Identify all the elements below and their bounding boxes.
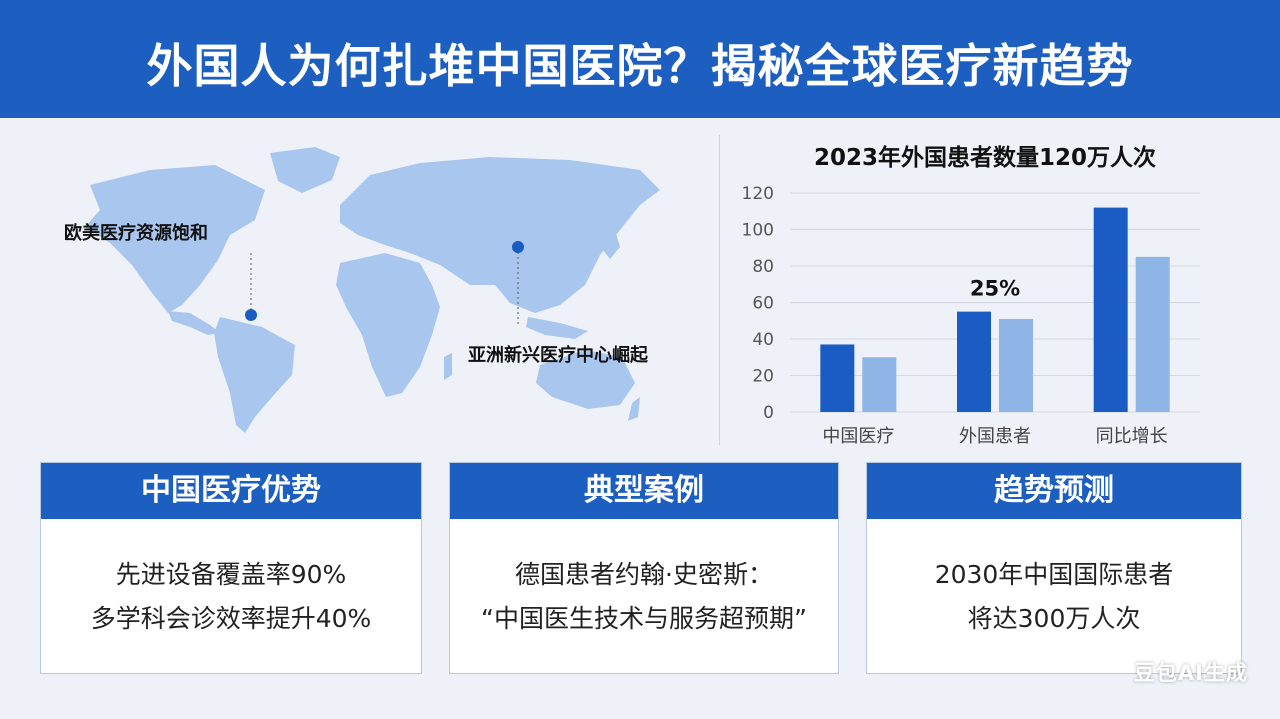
bar-series-1: [1093, 207, 1128, 412]
card-text-line: “中国医生技术与服务超预期”: [481, 604, 807, 633]
section-divider: [719, 135, 720, 445]
page-title: 外国人为何扎堆中国医院？揭秘全球医疗新趋势: [146, 39, 1134, 93]
y-tick-label: 60: [752, 294, 774, 314]
card-text-line: 2030年中国国际患者: [934, 560, 1174, 589]
bar-series-2: [862, 357, 897, 412]
x-tick-label: 中国医疗: [822, 426, 894, 447]
bar-annotation-label: 25%: [970, 277, 1020, 301]
chart-title: 2023年外国患者数量120万人次: [813, 145, 1157, 171]
card-china-advantages: 中国医疗优势 先进设备覆盖率90% 多学科会诊效率提升40%: [40, 462, 422, 674]
card-text-line: 先进设备覆盖率90%: [115, 560, 347, 589]
card-text-line: 多学科会诊效率提升40%: [90, 604, 372, 633]
chart-plot: 0 20 40 60 80 100 120 中国医疗 外国患者 同比增长 25%: [742, 184, 1200, 447]
card-title: 典型案例: [450, 463, 838, 519]
north-america-shape: [85, 165, 265, 313]
card-text-line: 将达300万人次: [967, 604, 1141, 633]
y-tick-label: 40: [752, 330, 774, 350]
y-tick-label: 0: [763, 403, 774, 423]
card-title: 趋势预测: [867, 463, 1241, 519]
greenland-shape: [270, 147, 340, 193]
eurasia-shape: [340, 157, 660, 313]
bar-series-2: [1135, 256, 1170, 412]
australia-shape: [536, 350, 635, 409]
madagascar-shape: [444, 353, 452, 380]
card-text-line: 德国患者约翰·史密斯：: [515, 560, 773, 589]
card-trend-forecast: 趋势预测 2030年中国国际患者 将达300万人次: [866, 462, 1242, 674]
southeast-asia-islands-shape: [526, 317, 588, 339]
china-location-dot: [512, 241, 524, 253]
map-label-west: 欧美医疗资源饱和: [64, 223, 208, 244]
y-tick-label: 80: [752, 257, 774, 277]
bar-series-1: [957, 311, 991, 412]
new-zealand-shape: [628, 397, 640, 421]
bar-series-1: [820, 344, 855, 412]
patient-bar-chart: 2023年外国患者数量120万人次 0 20 40 60 80 100 120 中国医疗 外国患…: [725, 130, 1245, 460]
africa-shape: [336, 253, 440, 397]
x-tick-label: 外国患者: [959, 426, 1031, 447]
world-map: 欧美医疗资源饱和 亚洲新兴医疗中心崛起: [40, 135, 720, 435]
bar-series-2: [999, 318, 1033, 412]
japan-shape: [602, 227, 620, 259]
central-america-shape: [168, 311, 220, 335]
card-typical-case: 典型案例 德国患者约翰·史密斯： “中国医生技术与服务超预期”: [449, 462, 839, 674]
ai-watermark: 豆包AI生成: [1133, 661, 1248, 685]
map-label-asia: 亚洲新兴医疗中心崛起: [468, 345, 648, 366]
title-banner: 外国人为何扎堆中国医院？揭秘全球医疗新趋势: [0, 0, 1280, 118]
x-tick-label: 同比增长: [1096, 426, 1168, 447]
y-tick-label: 100: [742, 221, 774, 241]
south-america-shape: [214, 317, 295, 433]
card-title: 中国医疗优势: [41, 463, 421, 519]
world-map-graphic: [85, 147, 660, 433]
americas-location-dot: [245, 309, 257, 321]
y-tick-label: 20: [752, 367, 774, 387]
y-tick-label: 120: [742, 184, 774, 204]
